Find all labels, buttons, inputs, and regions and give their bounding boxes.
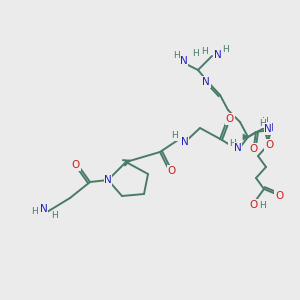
Text: O: O (226, 114, 234, 124)
Text: N: N (181, 137, 189, 147)
Text: N: N (104, 175, 112, 185)
Polygon shape (243, 134, 248, 140)
Text: H: H (173, 52, 180, 61)
Text: N: N (234, 143, 242, 153)
Text: H: H (192, 50, 199, 58)
Text: N: N (266, 123, 274, 133)
Text: H: H (201, 46, 208, 56)
Text: N: N (180, 56, 188, 66)
Text: N: N (40, 204, 48, 214)
Text: N: N (214, 50, 222, 60)
Text: N: N (264, 124, 272, 134)
Text: H: H (260, 118, 266, 127)
Text: H: H (31, 208, 38, 217)
Text: H: H (259, 200, 266, 209)
Text: O: O (249, 144, 257, 154)
Text: H: H (229, 140, 236, 148)
Text: H: H (222, 44, 229, 53)
Text: O: O (250, 200, 258, 210)
Text: O: O (275, 191, 283, 201)
Text: O: O (72, 160, 80, 170)
Text: H: H (51, 212, 58, 220)
Text: O: O (265, 140, 273, 150)
Text: O: O (168, 166, 176, 176)
Text: N: N (202, 77, 210, 87)
Text: H: H (172, 131, 178, 140)
Text: H: H (261, 118, 267, 127)
